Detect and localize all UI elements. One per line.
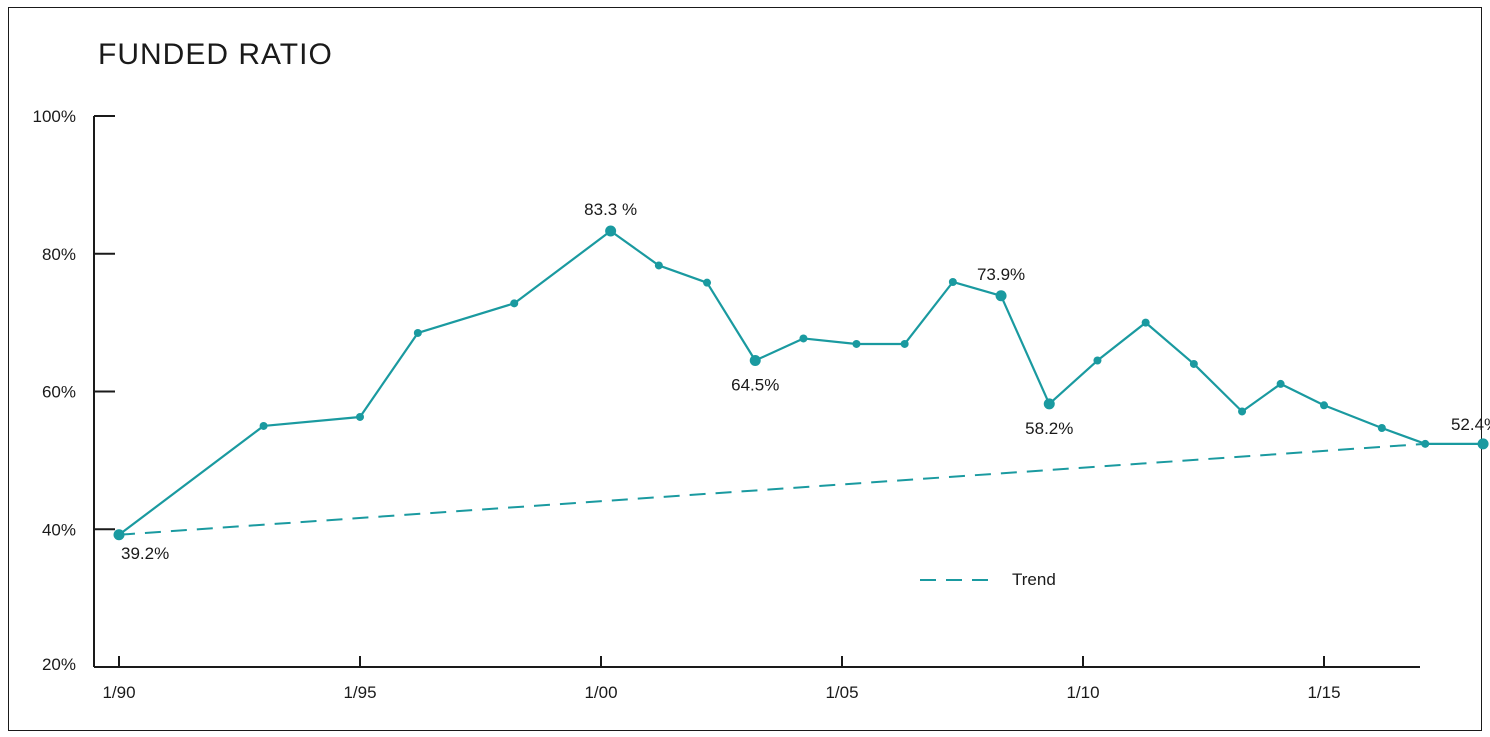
legend: Trend xyxy=(920,570,1056,589)
data-point xyxy=(1093,356,1102,365)
x-tick-label: 1/90 xyxy=(102,683,135,702)
x-tick-label: 1/15 xyxy=(1307,683,1340,702)
data-point xyxy=(1189,359,1198,368)
axes: 100% 80% 60% 40% 20% 1/90 1/95 1/00 1/05 1/10 1/15 xyxy=(33,107,1420,702)
x-tick-label: 1/00 xyxy=(584,683,617,702)
data-point xyxy=(1320,401,1328,410)
data-label: 73.9% xyxy=(977,265,1025,284)
highlight-point xyxy=(113,529,125,541)
data-point xyxy=(1377,424,1386,433)
data-point xyxy=(654,261,663,270)
x-tick-label: 1/05 xyxy=(825,683,858,702)
data-label: 58.2% xyxy=(1025,419,1073,438)
data-label: 52.4% xyxy=(1451,415,1490,434)
series-layer xyxy=(113,225,1489,541)
data-point xyxy=(703,278,712,287)
chart-frame: FUNDED RATIO xyxy=(8,7,1482,731)
funded-ratio-line xyxy=(118,229,1484,536)
highlight-point xyxy=(1477,438,1489,450)
data-point xyxy=(1141,318,1150,327)
data-point xyxy=(356,412,364,421)
highlight-point xyxy=(605,225,617,237)
y-tick-label: 100% xyxy=(33,107,76,126)
data-point xyxy=(852,339,861,348)
labels-layer: 39.2% 83.3 % 64.5% 73.9% 58.2% 52.4% xyxy=(121,200,1490,563)
data-point xyxy=(948,277,957,286)
highlight-point xyxy=(749,355,761,367)
data-point xyxy=(510,299,519,308)
highlight-point xyxy=(995,290,1007,302)
highlight-point xyxy=(1043,398,1055,410)
y-tick-label: 20% xyxy=(42,655,76,674)
data-label: 64.5% xyxy=(731,376,779,395)
chart-title: FUNDED RATIO xyxy=(98,38,333,71)
data-point xyxy=(1276,379,1285,388)
data-point xyxy=(900,339,909,348)
trend-line xyxy=(118,442,1426,536)
data-label: 83.3 % xyxy=(584,200,637,219)
y-tick-label: 40% xyxy=(42,520,76,539)
trend-layer xyxy=(118,442,1426,536)
data-point xyxy=(259,421,268,430)
data-point xyxy=(413,328,422,337)
x-tick-label: 1/10 xyxy=(1066,683,1099,702)
data-label: 39.2% xyxy=(121,544,169,563)
data-point xyxy=(1238,407,1247,416)
legend-trend-label: Trend xyxy=(1012,570,1056,589)
data-point xyxy=(799,334,808,343)
data-point xyxy=(1421,439,1430,448)
x-tick-label: 1/95 xyxy=(343,683,376,702)
y-tick-label: 60% xyxy=(42,383,76,402)
y-tick-label: 80% xyxy=(42,245,76,264)
